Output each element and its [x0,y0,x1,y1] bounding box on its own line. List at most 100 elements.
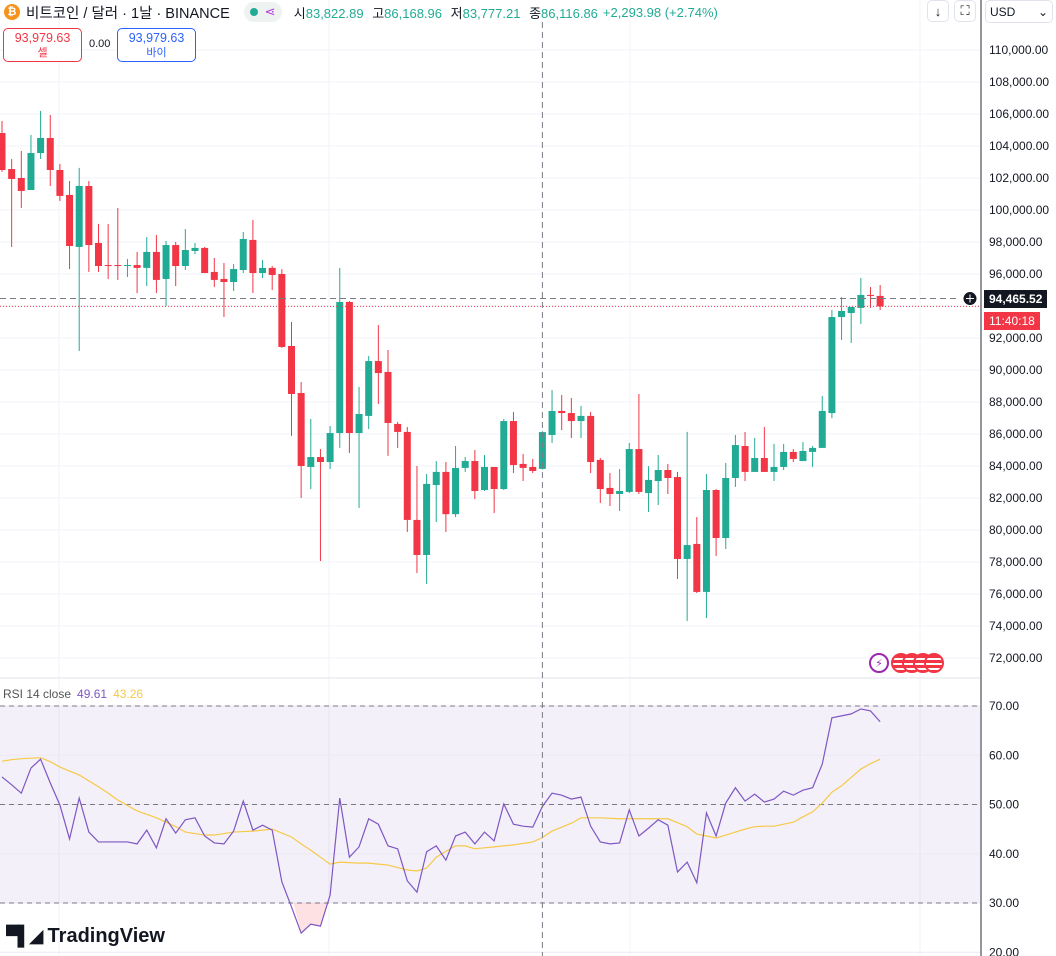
candle-up [191,247,199,251]
candle-down [249,239,257,274]
buy-label: 바이 [146,47,167,59]
us-flag-event-icon[interactable] [924,653,944,673]
price-axis-label: 80,000.00 [989,523,1043,537]
rsi-axis-label: 60.00 [989,748,1019,762]
candle-down [278,274,286,347]
candle-up [548,410,556,435]
candle-down [297,393,305,466]
rsi-legend[interactable]: RSI 14 close 49.61 43.26 [3,687,143,701]
crosshair-price-label: 94,465.52 [984,290,1048,308]
candle-down [345,302,353,434]
candle-up [500,421,508,490]
symbol-header: ₿ 비트코인 / 달러 · 1날 · BINANCE ⋖ 시83,822.89 … [4,2,718,22]
candle-down [712,490,720,538]
candle-down [114,265,122,267]
tradingview-logo-icon: ▀▌◢ [6,926,44,947]
candle-down [413,519,421,555]
candle-down [760,458,768,472]
candle-up [838,310,846,318]
candle-up [809,447,817,452]
high-label: 고 [372,5,385,21]
candle-down [519,463,527,468]
candle-up [27,153,35,190]
buy-price: 93,979.63 [128,31,185,45]
candle-down [876,295,884,307]
sell-label: 셀 [37,47,48,59]
candle-down [674,477,681,559]
candle-up [847,306,855,314]
rsi-ma-line [1,757,881,872]
candle-up [307,457,315,467]
candle-down [867,294,874,296]
candle-up [365,361,373,416]
lightning-event-icon[interactable]: ⚡ [869,653,889,673]
candle-down [268,267,276,275]
price-axis-label: 76,000.00 [989,587,1043,601]
rsi-axis-label: 70.00 [989,699,1019,713]
share-icon: ⋖ [264,4,276,19]
candle-down [789,451,797,459]
open-value: 83,822.89 [305,5,364,21]
candle-down [693,543,701,592]
candle-down [172,245,180,266]
low-label: 저 [450,5,463,21]
candle-up [481,466,488,490]
candle-down [85,186,93,246]
close-value: 86,116.86 [541,5,598,21]
price-axis-label: 100,000.00 [989,203,1049,217]
events-markers[interactable]: ⚡ [869,653,944,673]
sell-button[interactable]: 93,979.63 셀 [3,28,82,62]
candle-down [587,415,595,462]
candle-down [0,133,6,170]
candle-up [123,265,131,267]
candle-down [606,487,614,494]
candle-up [780,451,788,467]
price-axis-label: 78,000.00 [989,555,1043,569]
price-axis-label: 88,000.00 [989,395,1043,409]
candle-up [37,138,45,154]
ohlc-values: 시83,822.89 고86,168.96 저83,777.21 종86,116… [294,3,603,22]
candle-up [645,479,653,494]
market-status-pill[interactable]: ⋖ [243,2,282,22]
spread-value: 0.00 [89,38,111,50]
fullscreen-button[interactable]: ⛶ [954,0,976,22]
candle-up [799,450,807,462]
candle-down [509,421,517,466]
open-label: 시 [293,5,306,21]
arrow-down-icon: ↓ [934,3,942,19]
rsi-axis-label: 20.00 [989,945,1019,956]
price-axis-label: 84,000.00 [989,459,1043,473]
candle-up [336,302,344,434]
candle-down [95,242,102,266]
candle-up [857,294,865,308]
candle-down [8,169,16,179]
logo-text: TradingView [47,925,165,947]
scroll-to-latest-button[interactable]: ↓ [927,0,949,22]
change-value: +2,293.98 (+2.74%) [602,4,718,20]
candle-down [220,278,228,282]
candle-up [818,410,826,448]
symbol-title[interactable]: 비트코인 / 달러 · 1날 · BINANCE [26,5,230,22]
price-axis-label: 86,000.00 [989,427,1043,441]
candle-down [288,346,295,394]
candle-up [577,415,585,422]
candle-down [17,178,25,191]
plus-icon [966,294,974,303]
currency-select[interactable]: USD ⌄ [985,0,1053,23]
candle-up [143,251,151,268]
candle-up [461,461,469,468]
price-axis-label: 108,000.00 [989,75,1049,89]
candle-down [490,466,498,490]
rsi-label: RSI 14 close [3,687,72,701]
buy-button[interactable]: 93,979.63 바이 [117,28,196,62]
candle-up [326,433,334,462]
candle-up [722,478,730,538]
candle-down [152,251,160,280]
candle-up [538,432,546,469]
candle-down [529,466,537,471]
candle-up [162,245,170,279]
tradingview-logo[interactable]: ▀▌◢ TradingView [6,925,165,948]
candle-up [181,250,189,266]
candle-down [442,471,450,515]
